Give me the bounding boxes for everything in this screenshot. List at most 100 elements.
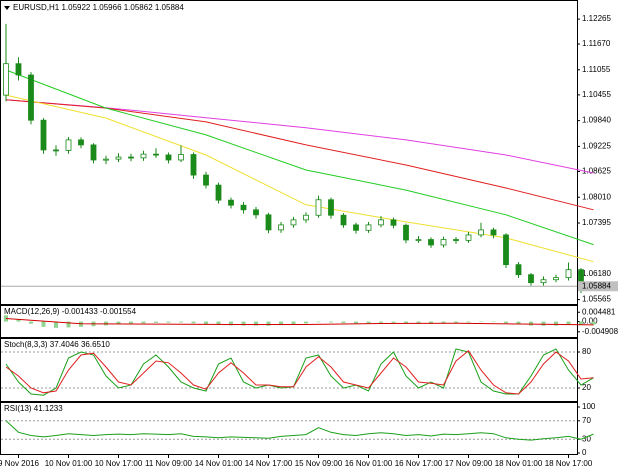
- stoch-panel: [0, 338, 578, 402]
- candle-body: [303, 214, 309, 221]
- indicator-line: [5, 350, 594, 395]
- macd-bar: [504, 321, 508, 324]
- candle-body: [365, 224, 372, 231]
- macd-bar: [66, 321, 71, 328]
- macd-bar: [4, 315, 8, 322]
- macd-title: MACD(12,26,9) -0.001433 -0.001554: [4, 307, 137, 316]
- x-tick-label: 16 Nov 17:00: [395, 459, 443, 468]
- candle-body: [315, 199, 322, 216]
- candle-body: [53, 149, 59, 152]
- candle-body: [503, 234, 509, 266]
- macd-bar: [541, 321, 546, 326]
- y-tick-label: 1.12265: [582, 14, 611, 23]
- macd-bar: [116, 321, 121, 325]
- macd-bar: [341, 321, 346, 324]
- candle-body: [215, 184, 222, 201]
- macd-bar: [291, 321, 296, 325]
- candle-body: [403, 224, 409, 241]
- y-tick-label: 1.09840: [582, 116, 611, 125]
- y-tick-label: 0.00: [582, 317, 598, 326]
- macd-bar: [591, 321, 596, 325]
- indicator-line: [5, 348, 594, 396]
- macd-bar: [279, 321, 283, 326]
- macd-bar: [579, 321, 583, 325]
- macd-bar: [54, 321, 58, 328]
- macd-bar: [404, 321, 408, 324]
- candle-body: [465, 234, 472, 241]
- macd-bar: [154, 321, 158, 323]
- candle-body: [228, 199, 234, 206]
- y-tick-label: 1.09225: [582, 141, 611, 150]
- macd-bar: [191, 321, 196, 324]
- candle-body: [240, 204, 247, 211]
- candle-body: [453, 239, 459, 241]
- candle-body: [515, 264, 522, 276]
- macd-bar: [229, 321, 233, 326]
- macd-bar: [29, 321, 33, 324]
- candle-body: [290, 219, 297, 226]
- y-tick-label: 0: [582, 448, 587, 457]
- candle-body: [378, 219, 384, 226]
- x-tick-label: 9 Nov 2016: [0, 459, 40, 468]
- y-tick-label: 1.08625: [582, 167, 611, 176]
- candle-body: [40, 119, 47, 151]
- y-tick-label: 1.08010: [582, 192, 611, 201]
- candle-body: [340, 214, 347, 226]
- macd-bar: [379, 321, 383, 323]
- rsi-panel: [0, 402, 578, 455]
- candle-body: [165, 154, 172, 161]
- macd-bar: [241, 321, 246, 326]
- candle-body: [528, 274, 534, 284]
- macd-bar: [366, 321, 371, 324]
- candle-body: [3, 63, 9, 96]
- price-panel: [0, 0, 578, 305]
- y-tick-label: 20: [582, 383, 591, 392]
- rsi-title: RSI(13) 41.1233: [4, 404, 63, 413]
- candle-body: [540, 279, 547, 284]
- x-tick-label: 10 Nov 17:00: [95, 459, 143, 468]
- candle-body: [390, 219, 397, 226]
- macd-bar: [216, 321, 221, 325]
- macd-bar: [554, 321, 558, 326]
- candle-body: [65, 139, 72, 151]
- candle-body: [353, 224, 359, 231]
- macd-bar: [316, 321, 321, 323]
- macd-bar: [304, 321, 308, 324]
- candle-body: [278, 224, 284, 231]
- candle-body: [140, 153, 147, 159]
- y-tick-label: 1.06180: [582, 269, 611, 278]
- macd-bar: [429, 321, 433, 324]
- macd-bar: [529, 321, 533, 326]
- x-tick-label: 17 Nov 09:00: [445, 459, 493, 468]
- candle-body: [440, 239, 447, 246]
- macd-bar: [454, 321, 458, 324]
- macd-bar: [129, 321, 133, 324]
- y-tick-label: -0.004908: [582, 327, 619, 336]
- candle-body: [478, 229, 484, 236]
- candle-body: [490, 229, 497, 236]
- macd-bar: [141, 321, 146, 324]
- candle-body: [328, 199, 334, 216]
- macd-bar: [166, 321, 171, 323]
- candle-body: [78, 139, 84, 146]
- macd-bar: [491, 321, 496, 323]
- candle-body: [90, 144, 97, 161]
- macd-bar: [479, 321, 483, 323]
- macd-bar: [204, 321, 208, 325]
- candle-body: [415, 239, 422, 241]
- indicator-line: [5, 420, 594, 441]
- y-tick-label: 70: [582, 416, 591, 425]
- candle-body: [203, 174, 209, 186]
- y-tick-label: 1.11055: [582, 65, 611, 74]
- macd-bar: [266, 321, 271, 326]
- macd-bar: [516, 321, 521, 325]
- macd-signal: [5, 318, 594, 326]
- y-tick-label: 0.004481: [582, 307, 616, 316]
- chart-title: EURUSD,H1 1.05922 1.05966 1.05862 1.0588…: [13, 3, 184, 12]
- x-tick-label: 18 Nov 01:00: [495, 459, 543, 468]
- menu-arrow[interactable]: [4, 6, 10, 10]
- last-price-label: 1.05884: [582, 281, 611, 290]
- macd-bar: [179, 321, 183, 323]
- candle-body: [28, 74, 34, 121]
